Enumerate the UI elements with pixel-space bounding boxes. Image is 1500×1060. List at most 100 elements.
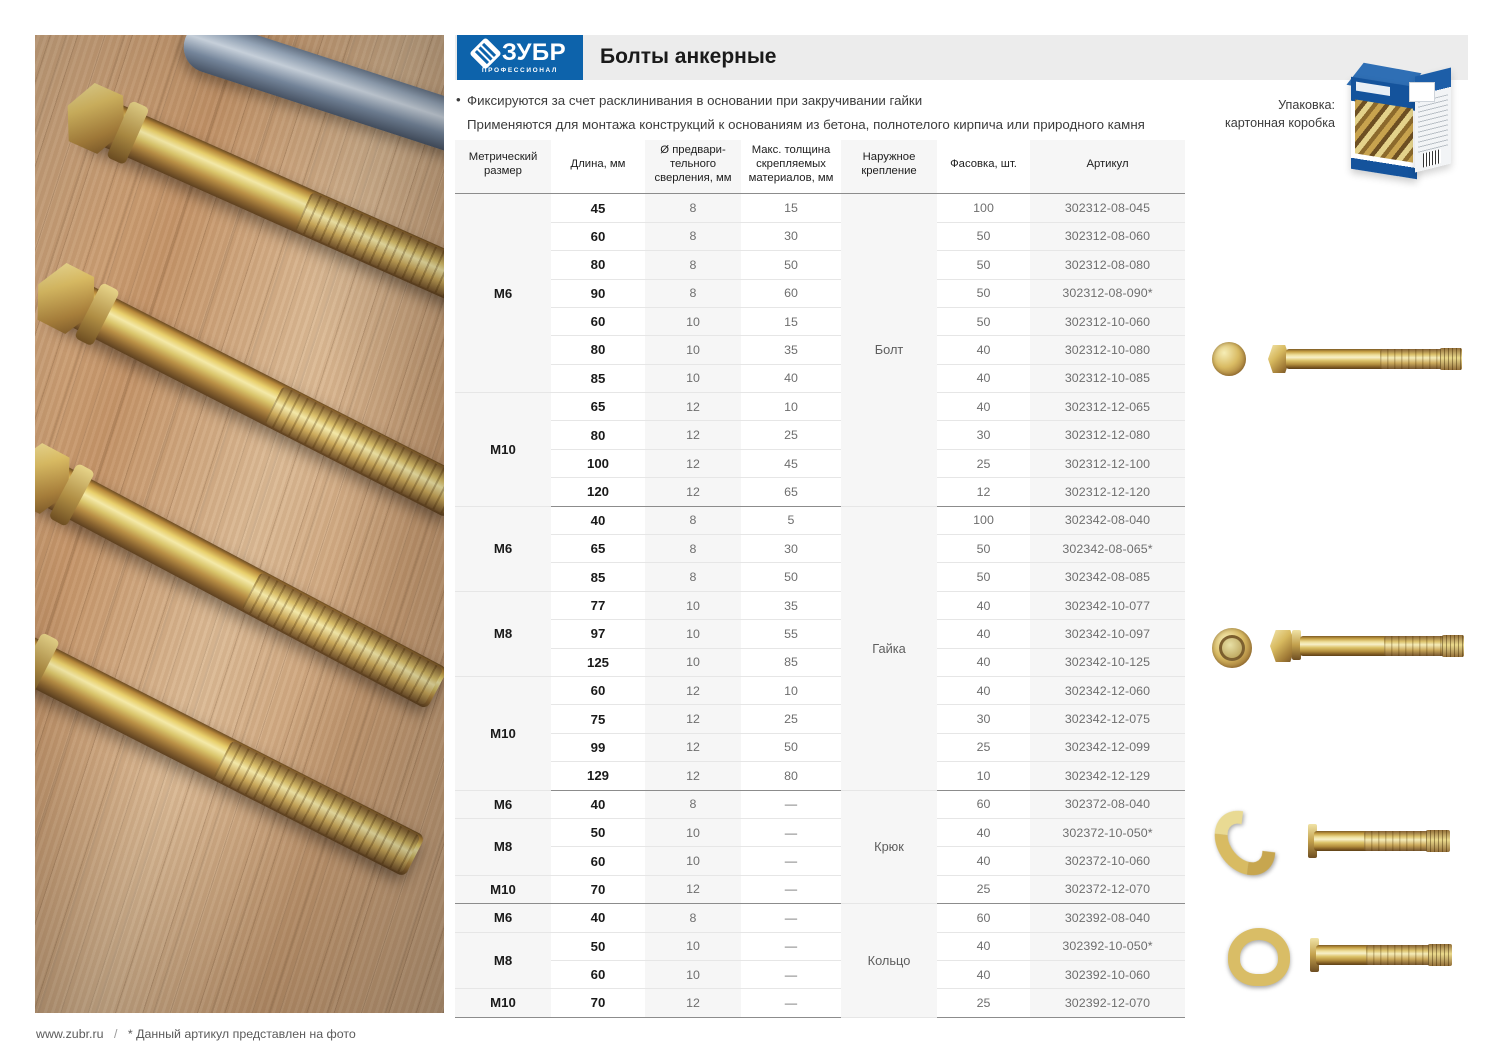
packaging-label: Упаковка: [1278, 98, 1335, 112]
cell-drill-diameter: 12 [645, 420, 741, 450]
cell-length: 120 [551, 477, 645, 507]
cell-article: 302392-12-070 [1030, 988, 1185, 1018]
expansion-sleeve [1380, 349, 1452, 369]
washer-icon [1308, 824, 1317, 858]
packaging-value: картонная коробка [1224, 116, 1335, 131]
cell-drill-diameter: 10 [645, 960, 741, 990]
cell-max-thickness: — [741, 988, 841, 1018]
product-image-ring [1214, 926, 1464, 1002]
cell-drill-diameter: 12 [645, 988, 741, 1018]
cell-pack-qty: 50 [937, 562, 1030, 592]
bolt-tip [1440, 348, 1462, 370]
cell-pack-qty: 50 [937, 307, 1030, 337]
table-row: 85 8 50 50 302342-08-085 [455, 562, 1185, 592]
table-row: 60 10— 40 302392-10-060 [455, 960, 1185, 990]
table-row: 60 10— 40 302372-10-060 [455, 846, 1185, 876]
cell-article: 302392-08-040 [1030, 903, 1185, 933]
cell-drill-diameter: 8 [645, 222, 741, 252]
cell-pack-qty: 40 [937, 846, 1030, 876]
table-row: 80 8 50 50 302312-08-080 [455, 250, 1185, 280]
table-row: 75 12 25 30 302342-12-075 [455, 704, 1185, 734]
cell-drill-diameter: 10 [645, 932, 741, 961]
description-block: Фиксируются за счет расклинивания в осно… [456, 90, 1168, 135]
cell-drill-diameter: 8 [645, 250, 741, 280]
washer-icon [1310, 938, 1319, 972]
cell-article: 302372-08-040 [1030, 790, 1185, 819]
bolt-shaft [1300, 636, 1396, 656]
photo-vignette [35, 35, 444, 1013]
cell-article: 302342-10-077 [1030, 591, 1185, 621]
cell-drill-diameter: 12 [645, 477, 741, 507]
expansion-sleeve [1364, 831, 1436, 851]
cell-max-thickness: — [741, 875, 841, 905]
cell-article: 302312-12-065 [1030, 392, 1185, 422]
cell-max-thickness: — [741, 903, 841, 933]
bolt-tip [1428, 944, 1452, 966]
cell-size: M6 [455, 790, 551, 819]
table-row: M8 50 10— 40 302392-10-050* [455, 932, 1185, 990]
cell-drill-diameter: 12 [645, 875, 741, 905]
col-header-article: Артикул [1030, 140, 1185, 195]
col-header-pack: Фасовка, шт. [937, 140, 1030, 195]
cell-length: 97 [551, 619, 645, 649]
table-row: 60 10 15 50 302312-10-060 [455, 307, 1185, 337]
bolt-end-view [1212, 342, 1246, 376]
cell-drill-diameter: 8 [645, 193, 741, 223]
cell-article: 302372-10-050* [1030, 818, 1185, 848]
cell-article: 302342-08-065* [1030, 534, 1185, 564]
ring-icon [1228, 928, 1290, 986]
expansion-sleeve [1384, 636, 1454, 656]
cell-max-thickness: 25 [741, 420, 841, 450]
cell-length: 65 [551, 392, 645, 422]
cell-length: 60 [551, 222, 645, 252]
website-link[interactable]: www.zubr.ru [36, 1027, 104, 1041]
col-header-length: Длина, мм [551, 140, 645, 195]
table-row: M6 40 8 5 Гайка 100 302342-08-040 [455, 506, 1185, 791]
cell-max-thickness: 50 [741, 562, 841, 592]
cell-drill-diameter: 10 [645, 846, 741, 876]
cell-article: 302392-10-060 [1030, 960, 1185, 990]
table-row: M6 40 8— Кольцо 60 302392-08-040 [455, 903, 1185, 1018]
barcode-icon [1423, 149, 1441, 168]
cell-max-thickness: 50 [741, 250, 841, 280]
cell-pack-qty: 40 [937, 392, 1030, 422]
cell-max-thickness: 45 [741, 449, 841, 479]
cell-max-thickness: 25 [741, 704, 841, 734]
cell-length: 60 [551, 960, 645, 990]
cell-length: 60 [551, 307, 645, 337]
expansion-sleeve [1366, 945, 1438, 965]
cell-pack-qty: 50 [937, 222, 1030, 252]
cell-length: 80 [551, 250, 645, 280]
cell-article: 302312-10-085 [1030, 364, 1185, 394]
cell-drill-diameter: 12 [645, 733, 741, 763]
cell-drill-diameter: 10 [645, 335, 741, 365]
bolt-shaft [1286, 349, 1394, 369]
cell-max-thickness: 85 [741, 648, 841, 677]
cell-drill-diameter: 12 [645, 676, 741, 706]
cell-length: 70 [551, 875, 645, 905]
table-row: 97 10 55 40 302342-10-097 [455, 619, 1185, 649]
cell-pack-qty: 100 [937, 193, 1030, 223]
table-row: M10 70 12— 25 302392-12-070 [455, 988, 1185, 1018]
cell-size: M8 [455, 591, 551, 677]
cell-drill-diameter: 10 [645, 818, 741, 848]
cell-length: 77 [551, 591, 645, 621]
product-image-nut [1212, 622, 1464, 674]
box-size-tag [1409, 82, 1435, 102]
table-row: M8 77 10 35 40 302342-10-077 [455, 591, 1185, 677]
cell-pack-qty: 50 [937, 279, 1030, 308]
table-row: M6 45 8 15 Болт 100 302312-08-045 [455, 193, 1185, 507]
cell-max-thickness: 30 [741, 534, 841, 564]
cell-drill-diameter: 12 [645, 704, 741, 734]
cell-pack-qty: 30 [937, 704, 1030, 734]
brand-tagline: ПРОФЕССИОНАЛ [481, 67, 559, 74]
cell-article: 302342-12-129 [1030, 761, 1185, 791]
cell-size: M10 [455, 875, 551, 905]
cell-max-thickness: 35 [741, 591, 841, 621]
cell-drill-diameter: 10 [645, 591, 741, 621]
cell-max-thickness: 30 [741, 222, 841, 252]
hex-head-icon [1268, 345, 1290, 373]
description-line-2: Применяются для монтажа конструкций к ос… [467, 117, 1145, 133]
cell-article: 302392-10-050* [1030, 932, 1185, 961]
